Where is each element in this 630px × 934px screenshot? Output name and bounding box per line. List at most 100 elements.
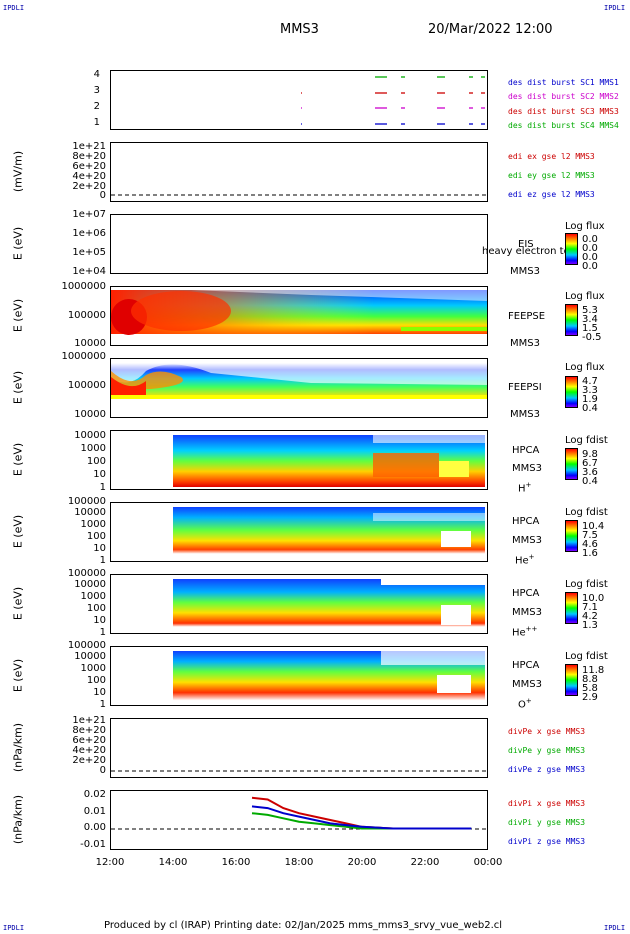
p9-species: O+: [518, 697, 532, 710]
p4-cb-title: Log flux: [565, 291, 605, 302]
p10-tick: 6e+20: [72, 735, 106, 746]
p9-instrument: HPCA: [512, 660, 540, 671]
p1-legend-sc1: des dist burst SC1 MMS1: [508, 78, 619, 87]
p5-instrument: FEEPSI: [508, 382, 542, 393]
p11-tick: -0.01: [80, 839, 106, 850]
p4-instrument: FEEPSE: [508, 311, 546, 322]
panel-feepsi: [110, 358, 488, 418]
p6-cb-val: 6.7: [582, 458, 598, 469]
p2-tick: 8e+20: [72, 151, 106, 162]
p3-tick: 1e+05: [72, 247, 106, 258]
p11-tick: 0.00: [83, 822, 106, 833]
p11-legend-z: divPi z gse MMS3: [508, 837, 586, 846]
p6-ylabel: E (eV): [11, 442, 25, 477]
p11-tick: 0.01: [83, 806, 106, 817]
p8-cb-val: 10.0: [582, 593, 605, 604]
p7-tick: 100: [86, 531, 106, 542]
p4-spacecraft: MMS3: [510, 338, 540, 349]
p8-species-name: He: [512, 627, 526, 639]
p6-species-name: H: [518, 483, 526, 495]
p10-tick: 0: [99, 765, 106, 776]
p8-ylabel: E (eV): [11, 586, 25, 621]
p6-cb-val: 3.6: [582, 467, 598, 478]
p2-tick: 4e+20: [72, 171, 106, 182]
p3-cb-val: 0.0: [582, 261, 598, 272]
p5-ylabel: E (eV): [11, 370, 25, 405]
hpca-o-spectrogram: [173, 651, 485, 703]
p7-cb-val: 1.6: [582, 548, 598, 559]
p11-legend-y: divPi y gse MMS3: [508, 818, 586, 827]
p9-tick: 100: [86, 675, 106, 686]
p9-spacecraft: MMS3: [512, 679, 542, 690]
corner-label-br: IPDLI: [604, 924, 626, 932]
p5-tick: 1000000: [61, 351, 106, 362]
p7-species: He+: [515, 553, 535, 566]
p10-legend-y: divPe y gse MMS3: [508, 746, 586, 755]
p7-cb-val: 4.6: [582, 539, 598, 550]
p3-ylabel: E (eV): [11, 226, 25, 261]
p10-tick: 2e+20: [72, 755, 106, 766]
p7-cb-val: 7.5: [582, 530, 598, 541]
p2-tick: 2e+20: [72, 181, 106, 192]
p9-tick: 10000: [74, 651, 106, 662]
footer-text: Produced by cl (IRAP) Printing date: 02/…: [104, 920, 503, 931]
p10-ylabel: (nPa/km): [11, 722, 25, 773]
p4-tick: 10000: [74, 338, 106, 349]
p1-legend-sc3: des dist burst SC3 MMS3: [508, 107, 619, 116]
p8-instrument: HPCA: [512, 588, 540, 599]
p4-cb-val: -0.5: [582, 332, 602, 343]
p7-cb-title: Log fdist: [565, 507, 608, 518]
feepsi-spectrogram: [111, 363, 487, 399]
p2-legend-ex: edi ex gse l2 MMS3: [508, 152, 595, 161]
p9-tick: 10: [93, 687, 106, 698]
xtick: 20:00: [347, 857, 377, 868]
p5-cb-val: 1.9: [582, 394, 598, 405]
p5-colorbar: [565, 376, 578, 408]
date-title: 20/Mar/2022 12:00: [428, 22, 553, 37]
p1-tick-4: 4: [93, 69, 100, 80]
p9-cb-val: 8.8: [582, 674, 598, 685]
spacecraft-title: MMS3: [280, 22, 319, 37]
p8-species-charge: ++: [525, 625, 538, 633]
p3-colorbar: [565, 233, 578, 265]
feepse-spectrogram: [111, 290, 487, 335]
p3-tick: 1e+04: [72, 266, 106, 277]
xtick: 14:00: [158, 857, 188, 868]
p8-cb-val: 4.2: [582, 611, 598, 622]
p2-legend-ez: edi ez gse l2 MMS3: [508, 190, 595, 199]
hpca-h-spectrogram: [173, 435, 485, 487]
p7-tick: 10: [93, 543, 106, 554]
xtick: 00:00: [473, 857, 503, 868]
p4-cb-val: 3.4: [582, 314, 598, 325]
p2-tick: 1e+21: [72, 141, 106, 152]
p3-tick: 1e+06: [72, 228, 106, 239]
p6-tick: 1: [99, 482, 106, 493]
p9-species-name: O: [518, 699, 526, 711]
p10-legend-z: divPe z gse MMS3: [508, 765, 586, 774]
xtick: 18:00: [284, 857, 314, 868]
p10-tick: 8e+20: [72, 725, 106, 736]
p11-legend-x: divPi x gse MMS3: [508, 799, 586, 808]
p9-cb-title: Log fdist: [565, 651, 608, 662]
corner-label-tl: IPDLI: [3, 4, 25, 12]
p3-tick: 1e+07: [72, 209, 106, 220]
p6-species-charge: +: [525, 481, 532, 489]
p8-colorbar: [565, 592, 578, 624]
p2-tick: 6e+20: [72, 161, 106, 172]
p8-spacecraft: MMS3: [512, 607, 542, 618]
p7-spacecraft: MMS3: [512, 535, 542, 546]
p3-instrument: EIS: [518, 239, 534, 250]
p6-colorbar: [565, 448, 578, 480]
p1-tick-1: 1: [93, 117, 100, 128]
xtick: 16:00: [221, 857, 251, 868]
p2-ylabel: (mV/m): [11, 150, 25, 193]
p10-tick: 4e+20: [72, 745, 106, 756]
p5-cb-val: 0.4: [582, 403, 598, 414]
p4-tick: 100000: [67, 310, 106, 321]
p8-species: He++: [512, 625, 537, 638]
corner-label-tr: IPDLI: [604, 4, 626, 12]
p4-cb-val: 5.3: [582, 305, 598, 316]
panel-edi: [110, 142, 488, 202]
p9-species-charge: +: [525, 697, 532, 705]
p4-colorbar: [565, 304, 578, 336]
